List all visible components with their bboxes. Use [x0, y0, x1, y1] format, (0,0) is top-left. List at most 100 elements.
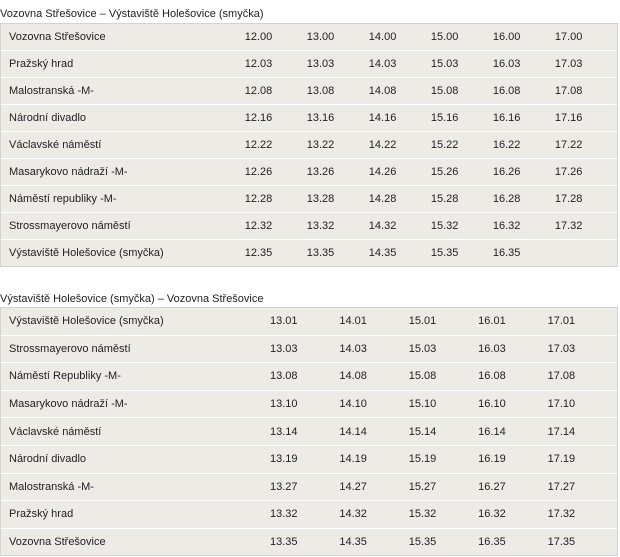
departure-time: 17.35	[547, 536, 576, 549]
table-row: Náměstí republiky -M- 12.28 13.28 14.28 15.2…	[1, 186, 617, 213]
table-row: Výstaviště Holešovice (smyčka) 13.01 14.01…	[1, 308, 617, 336]
departure-time: 14.03	[368, 51, 431, 78]
table-row: Masarykovo nádraží -M- 13.10 14.10 15.10 16.…	[1, 391, 617, 419]
table-row: Náměstí Republiky -M- 13.08 14.08 15.08 16.0…	[1, 363, 617, 391]
table-row: Pražský hrad 13.32 14.32 15.32 16.32 17.32	[1, 501, 617, 529]
departure-time: 13.32	[269, 501, 340, 529]
stop-name: Národní divadlo	[1, 446, 270, 474]
stop-name: Malostranská -M-	[1, 78, 245, 105]
departure-time: 16.03	[492, 51, 555, 78]
departure-time: 15.32	[408, 501, 479, 529]
table-row: Vozovna Střešovice 13.35 14.35 15.35 16.35 17…	[1, 529, 617, 556]
departure-time: 17.08	[554, 78, 617, 105]
departure-time: 17.28	[554, 186, 617, 213]
departure-time: 13.28	[306, 186, 369, 213]
departure-time: 13.26	[306, 159, 369, 186]
table-row: Pražský hrad 12.03 13.03 14.03 15.03 16.03 17.…	[1, 51, 617, 78]
departure-time: 16.32	[478, 501, 548, 529]
stop-name: Strossmayerovo náměstí	[1, 336, 270, 364]
departure-time: 15.22	[430, 132, 493, 159]
stop-name: Výstaviště Holešovice (smyčka)	[1, 308, 270, 336]
stop-name: Masarykovo nádraží -M-	[1, 159, 245, 186]
departure-time: 13.14	[269, 418, 340, 446]
departure-time: 16.22	[492, 132, 555, 159]
departure-time: 15.03	[408, 336, 479, 364]
departure-time: 15.35	[430, 247, 459, 259]
stop-name: Náměstí republiky -M-	[1, 186, 245, 213]
departure-time: 14.28	[368, 186, 431, 213]
departure-time: 14.03	[339, 336, 409, 364]
departure-time: 15.27	[408, 474, 479, 502]
departure-time: 13.32	[306, 213, 369, 240]
departure-time: 15.32	[430, 213, 493, 240]
departure-time: 17.00	[554, 24, 617, 51]
departure-time: 15.08	[430, 78, 493, 105]
departure-time: 14.22	[368, 132, 431, 159]
departure-time: 16.08	[478, 363, 548, 391]
stop-name: Vozovna Střešovice	[9, 536, 106, 549]
departure-time: 14.08	[339, 363, 409, 391]
departure-time: 15.03	[430, 51, 493, 78]
stop-name: Malostranská -M-	[1, 474, 270, 502]
timetable-return: Výstaviště Holešovice (smyčka) 13.01 14.01…	[0, 307, 618, 557]
table-row: Václavské náměstí 12.22 13.22 14.22 15.22 16.…	[1, 132, 617, 159]
departure-time: 12.28	[244, 186, 307, 213]
stop-name: Strossmayerovo náměstí	[1, 213, 245, 240]
departure-time: 16.26	[492, 159, 555, 186]
departure-time: 15.35	[408, 536, 437, 549]
table-row: Vozovna Střešovice 12.00 13.00 14.00 15.00 16…	[1, 24, 617, 51]
departure-time: 12.22	[244, 132, 307, 159]
departure-time: 17.16	[554, 105, 617, 132]
departure-time: 16.08	[492, 78, 555, 105]
section-title-return: Výstaviště Holešovice (smyčka) – Vozovna…	[0, 293, 264, 305]
departure-time: 16.00	[492, 24, 555, 51]
departure-time: 15.19	[408, 446, 479, 474]
departure-time: 17.01	[547, 308, 617, 336]
departure-time: 13.03	[306, 51, 369, 78]
departure-time: 14.35	[368, 247, 397, 259]
stop-name: Masarykovo nádraží -M-	[1, 391, 270, 419]
stop-name: Václavské náměstí	[1, 418, 270, 446]
departure-time: 16.28	[492, 186, 555, 213]
departure-time: 13.35	[269, 536, 298, 549]
timetable-outbound: Vozovna Střešovice 12.00 13.00 14.00 15.00 16…	[0, 23, 618, 267]
departure-time: 17.03	[547, 336, 617, 364]
departure-time: 17.27	[547, 474, 617, 502]
departure-time: 14.19	[339, 446, 409, 474]
table-row: Národní divadlo 12.16 13.16 14.16 15.16 16.16…	[1, 105, 617, 132]
table-row: Výstaviště Holešovice (smyčka) 12.35 13.35…	[1, 240, 617, 266]
departure-time: 13.08	[306, 78, 369, 105]
departure-time	[555, 240, 617, 266]
departure-time: 15.14	[408, 418, 479, 446]
departure-time: 16.10	[478, 391, 548, 419]
departure-time: 14.14	[339, 418, 409, 446]
departure-time: 17.10	[547, 391, 617, 419]
departure-time: 14.01	[339, 308, 409, 336]
departure-time: 16.35	[492, 247, 521, 259]
departure-time: 12.26	[244, 159, 307, 186]
departure-time: 17.22	[554, 132, 617, 159]
departure-time: 12.35	[244, 247, 273, 259]
departure-time: 17.08	[547, 363, 617, 391]
table-row: Malostranská -M- 12.08 13.08 14.08 15.08 16.0…	[1, 78, 617, 105]
departure-time: 17.14	[547, 418, 617, 446]
departure-time: 14.16	[368, 105, 431, 132]
stop-name: Pražský hrad	[1, 501, 270, 529]
departure-time: 13.01	[269, 308, 340, 336]
departure-time: 14.00	[368, 24, 431, 51]
departure-time: 12.08	[244, 78, 307, 105]
departure-time: 13.22	[306, 132, 369, 159]
departure-time: 13.35	[306, 247, 335, 259]
departure-time: 17.32	[554, 213, 617, 240]
departure-time: 14.32	[339, 501, 409, 529]
departure-time: 14.10	[339, 391, 409, 419]
departure-time: 17.19	[547, 446, 617, 474]
departure-time: 15.26	[430, 159, 493, 186]
stop-name: Vozovna Střešovice	[1, 24, 245, 51]
table-row: Malostranská -M- 13.27 14.27 15.27 16.27 17.2…	[1, 474, 617, 502]
stop-name: Náměstí Republiky -M-	[1, 363, 270, 391]
departure-time: 13.00	[306, 24, 369, 51]
departure-time: 17.03	[554, 51, 617, 78]
departure-time: 16.27	[478, 474, 548, 502]
departure-time: 16.14	[478, 418, 548, 446]
